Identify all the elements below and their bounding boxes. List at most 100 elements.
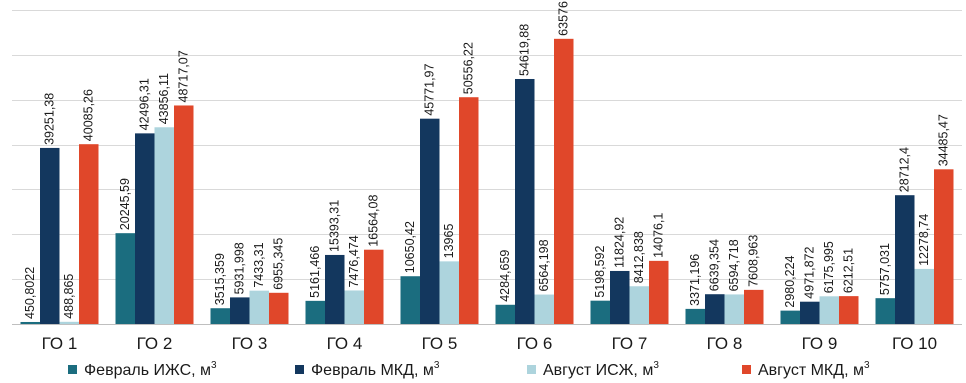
- bar: [934, 169, 954, 324]
- bar: [420, 118, 440, 325]
- bar: [590, 300, 610, 324]
- bar: [649, 260, 669, 324]
- bar: [534, 294, 554, 324]
- data-label: 34485,47: [937, 114, 951, 166]
- data-label: 12278,74: [917, 214, 931, 266]
- bar: [269, 292, 289, 324]
- category-label: ГО 4: [327, 334, 363, 353]
- legend-label: Август ИСЖ, м3: [543, 360, 659, 379]
- bar: [305, 300, 325, 324]
- data-label: 5931,998: [233, 242, 247, 294]
- category-label: ГО 2: [137, 334, 173, 353]
- data-label: 20245,59: [118, 178, 132, 230]
- bar: [79, 144, 99, 324]
- data-label: 6639,354: [708, 239, 722, 291]
- legend-label: Февраль МКД, м3: [311, 360, 440, 379]
- legend-label: Февраль ИЖС, м3: [84, 360, 217, 379]
- legend-item: Август ИСЖ, м3: [527, 360, 659, 379]
- category-label: ГО 6: [517, 334, 553, 353]
- bar: [135, 133, 155, 324]
- bar: [230, 297, 250, 324]
- data-label: 42496,31: [138, 78, 152, 130]
- category-label: ГО 7: [612, 334, 648, 353]
- bars: [20, 38, 954, 325]
- bar: [800, 301, 820, 324]
- data-label: 16564,08: [367, 195, 381, 247]
- data-label: 28712,4: [898, 147, 912, 192]
- data-label: 13965: [442, 224, 456, 259]
- bar: [685, 308, 705, 324]
- bar: [174, 105, 194, 324]
- bar: [819, 296, 839, 324]
- bar: [895, 195, 915, 324]
- bar: [40, 147, 60, 324]
- bar: [115, 233, 135, 324]
- data-label: 6564,198: [537, 239, 551, 291]
- bar: [249, 290, 269, 324]
- legend-label: Август МКД, м3: [758, 360, 870, 379]
- bar: [705, 294, 725, 324]
- data-label: 10650,42: [403, 221, 417, 273]
- x-axis: ГО 1 ГО 2 ГО 3 ГО 4 ГО 5 ГО 6 ГО 7 ГО 8 ГО 9 ГО 1…: [12, 324, 962, 353]
- bar: [364, 249, 384, 324]
- data-label: 45771,97: [423, 63, 437, 115]
- bar: [610, 270, 630, 324]
- data-label: 4971,872: [803, 247, 817, 299]
- bar: [210, 308, 230, 324]
- bar: [59, 321, 79, 324]
- legend-swatch: [68, 365, 77, 374]
- data-label: 2980,224: [783, 255, 797, 307]
- data-label: 15393,31: [328, 200, 342, 252]
- bar: [515, 78, 535, 325]
- bar: [780, 310, 800, 324]
- data-label: 7608,963: [747, 235, 761, 287]
- data-label: 6175,995: [822, 241, 836, 293]
- bar: [459, 97, 479, 324]
- category-label: ГО 9: [802, 334, 838, 353]
- category-label: ГО 8: [707, 334, 743, 353]
- data-label: 3371,196: [688, 254, 702, 306]
- legend-item: Август МКД, м3: [742, 360, 870, 379]
- data-label: 63576,2: [557, 0, 571, 36]
- data-label: 7433,31: [252, 242, 266, 287]
- bar: [914, 268, 934, 324]
- data-label: 8412,838: [632, 231, 646, 283]
- bar: [20, 321, 40, 324]
- bar: [875, 298, 895, 324]
- bar: [839, 296, 859, 324]
- legend-swatch: [742, 365, 751, 374]
- data-label: 6594,718: [727, 239, 741, 291]
- bar: [344, 290, 364, 324]
- data-label: 450,8022: [23, 267, 37, 319]
- bar: [744, 289, 764, 324]
- data-label: 5198,592: [593, 245, 607, 297]
- data-label: 54619,88: [518, 24, 532, 76]
- category-label: ГО 1: [42, 334, 78, 353]
- bar: [629, 286, 649, 324]
- data-label: 6212,51: [842, 248, 856, 293]
- data-label: 40085,26: [82, 89, 96, 141]
- bar: [554, 38, 574, 324]
- legend: Февраль ИЖС, м3 Февраль МКД, м3 Август ИСЖ…: [68, 360, 870, 379]
- bar: [325, 254, 345, 324]
- bar: [724, 294, 744, 324]
- bar: [400, 276, 420, 324]
- bar: [495, 304, 515, 324]
- data-label: 4284,659: [498, 250, 512, 302]
- legend-swatch: [527, 365, 536, 374]
- data-label: 6955,345: [272, 238, 286, 290]
- data-labels: 450,8022 39251,38 488,865 40085,26 20245,59 4…: [23, 0, 951, 319]
- data-label: 14076,1: [652, 213, 666, 258]
- bar: [154, 127, 174, 325]
- data-label: 48717,07: [177, 50, 191, 102]
- data-label: 3515,359: [213, 253, 227, 305]
- data-label: 39251,38: [43, 93, 57, 145]
- data-label: 5757,031: [878, 243, 892, 295]
- data-label: 43856,11: [157, 73, 171, 124]
- legend-swatch: [295, 365, 304, 374]
- bar: [439, 261, 459, 324]
- data-label: 488,865: [62, 274, 76, 319]
- legend-item: Февраль ИЖС, м3: [68, 360, 217, 379]
- legend-item: Февраль МКД, м3: [295, 360, 440, 379]
